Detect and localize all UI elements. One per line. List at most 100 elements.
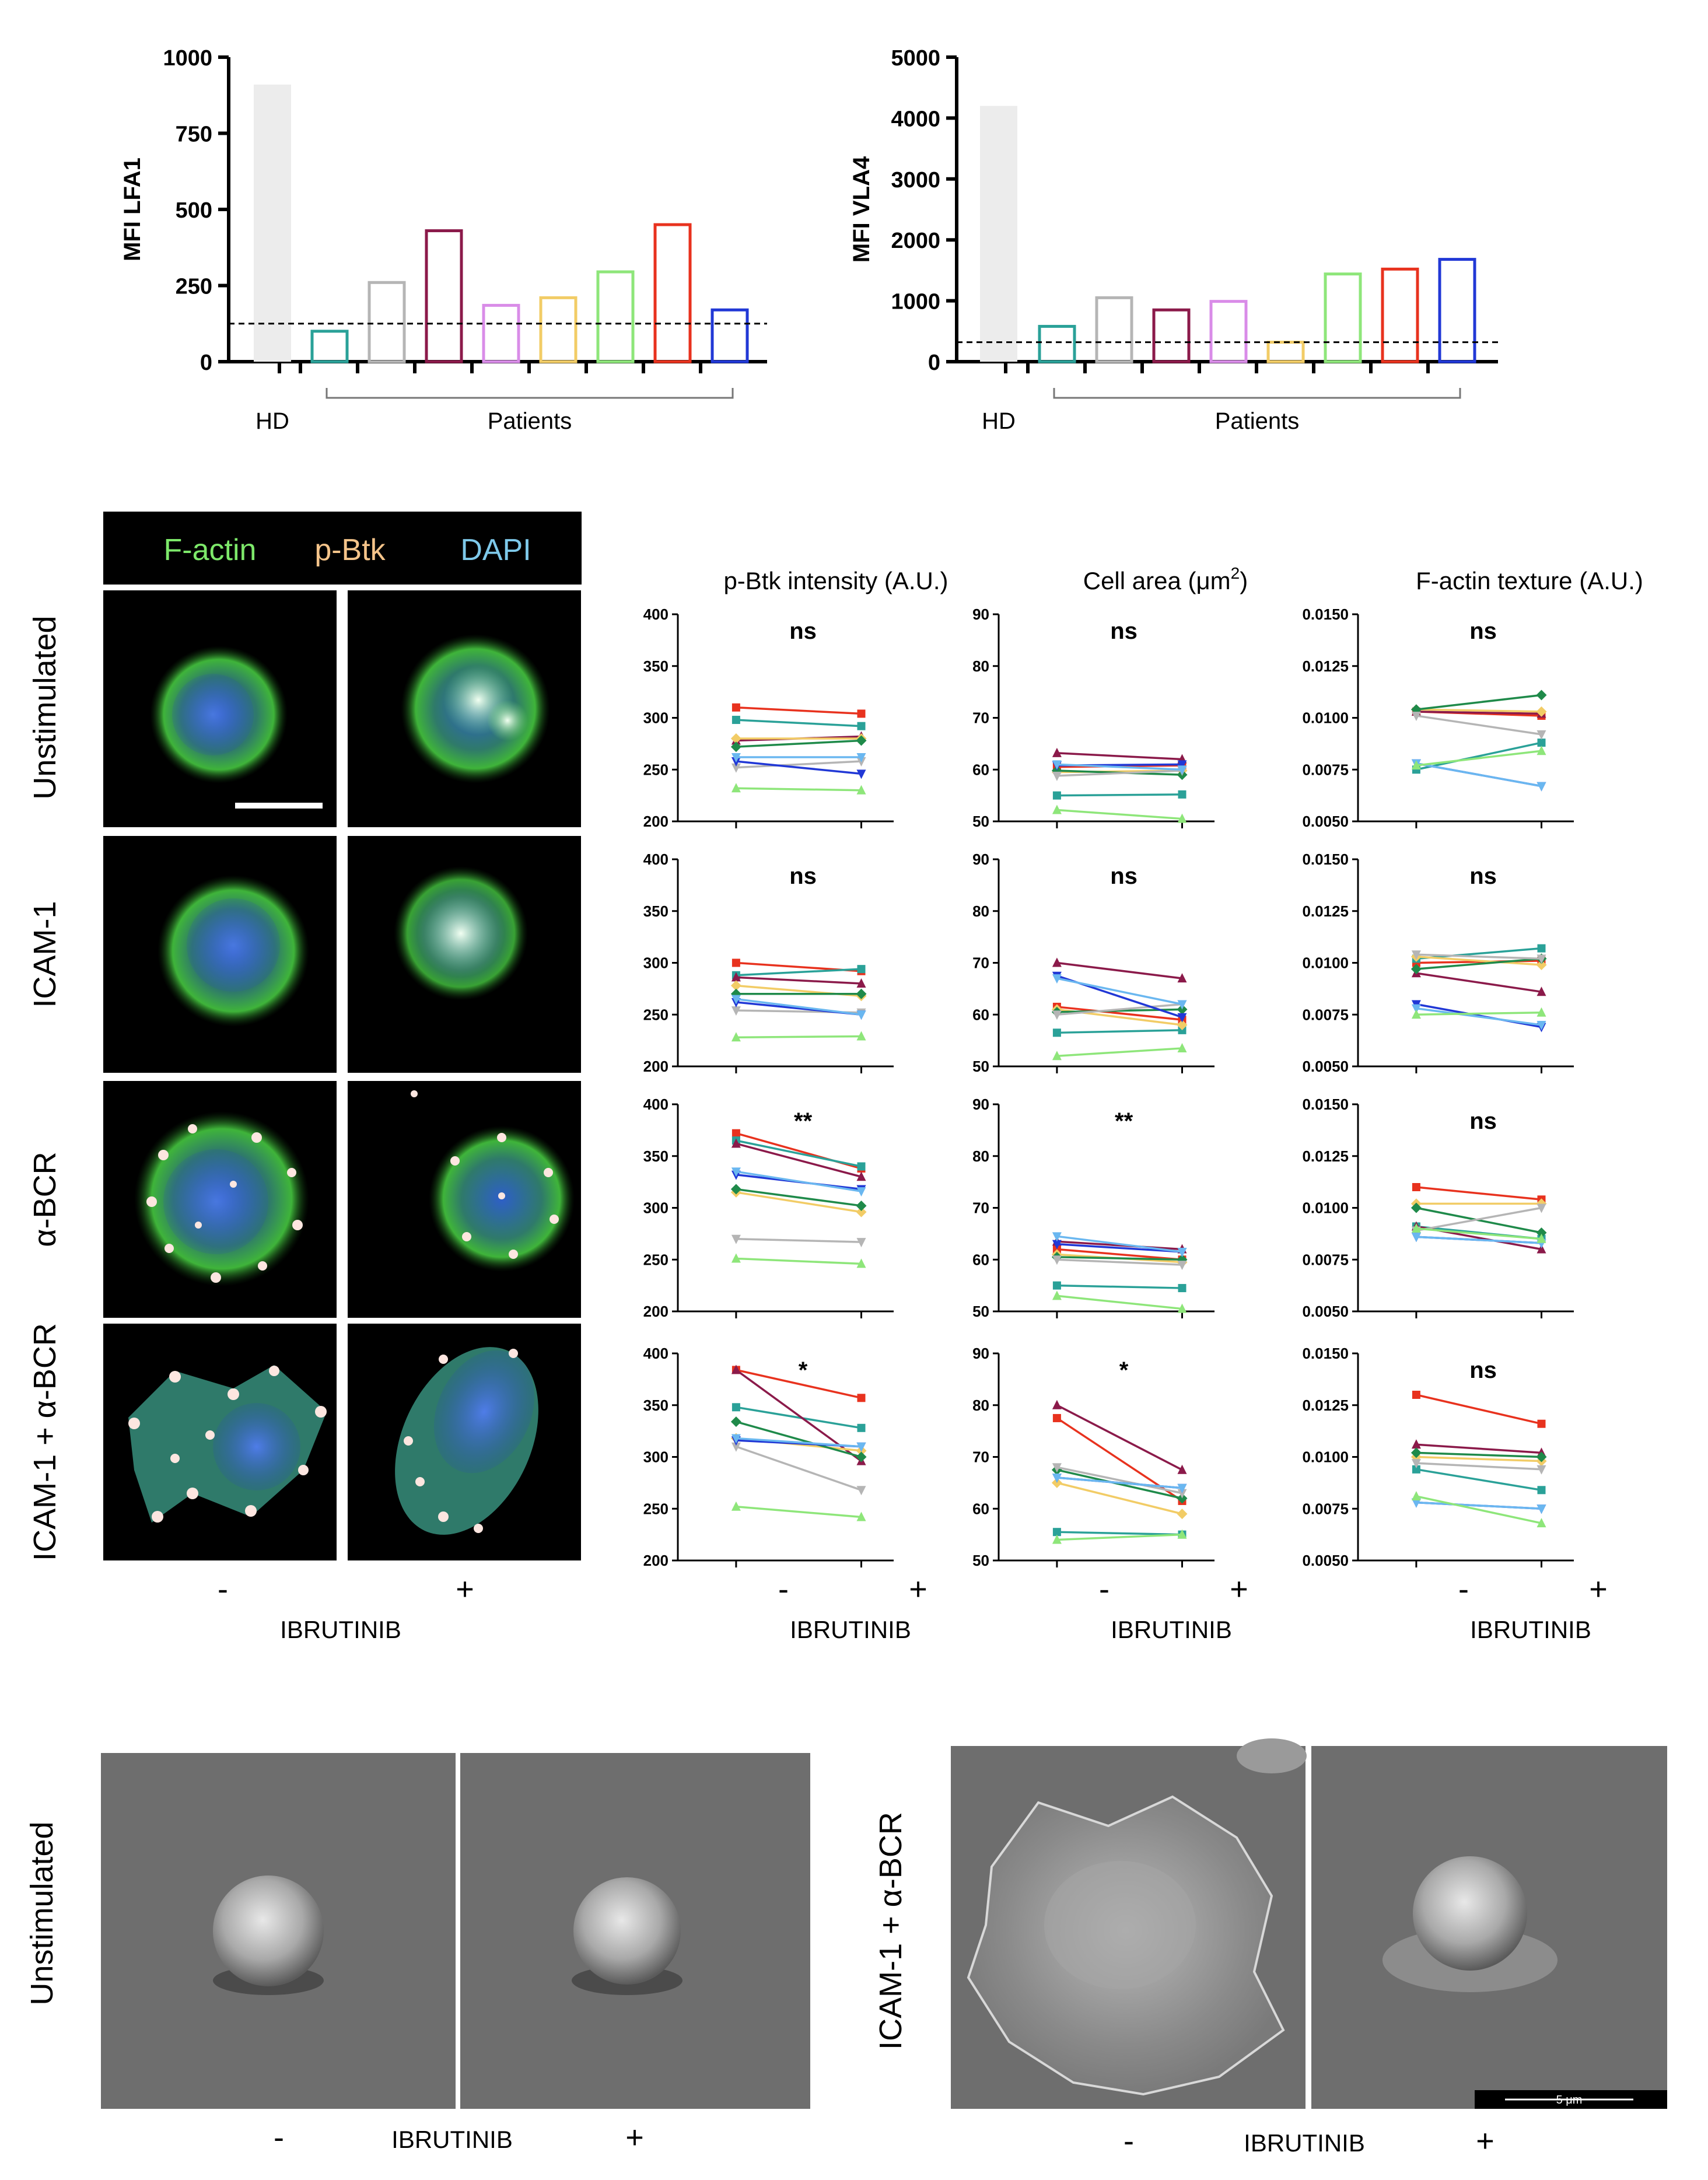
hd-label: HD	[982, 408, 1016, 434]
data-point	[856, 1451, 867, 1462]
patients-bracket	[1053, 388, 1461, 399]
data-point	[732, 1403, 740, 1412]
data-point	[856, 1010, 866, 1020]
data-point	[1052, 1399, 1062, 1409]
y-tick-label: 750	[176, 123, 212, 147]
data-point	[731, 1138, 741, 1148]
y-tick-label: 0.0100	[1302, 1448, 1349, 1466]
significance-label: ns	[789, 863, 817, 889]
patient-bar	[1438, 258, 1476, 363]
y-tick-label: 60	[972, 1500, 989, 1517]
line-plot-r4-c1: 200 250 300 350 400 *	[643, 1345, 894, 1569]
hd-label: HD	[256, 408, 289, 434]
lp-drug-1: IBRUTINIB	[790, 1616, 911, 1643]
y-axis-label: MFI VLA4	[849, 156, 874, 263]
column-titles: p-Btk intensity (A.U.) Cell area (μm2) F…	[723, 564, 1643, 594]
lp-plus-1: +	[909, 1572, 928, 1607]
row-label-icam: ICAM-1	[27, 901, 62, 1007]
data-point	[1177, 1489, 1187, 1499]
data-point	[1537, 1419, 1546, 1428]
patient-line	[736, 1257, 862, 1265]
y-tick-label: 70	[972, 954, 989, 972]
patient-bar	[310, 330, 349, 363]
line-plot-r1-c3: 0.0050 0.0075 0.0100 0.0125 0.0150 ns	[1302, 606, 1574, 830]
data-point	[1536, 746, 1546, 755]
lp-minus-1: -	[778, 1572, 789, 1607]
data-point	[1177, 1483, 1187, 1493]
patient-line	[736, 787, 862, 792]
data-point	[1537, 1486, 1546, 1495]
y-tick-label: 50	[972, 813, 989, 830]
data-point	[856, 1511, 866, 1521]
y-tick-label: 0.0075	[1302, 1500, 1349, 1517]
y-tick-label: 60	[972, 761, 989, 778]
sem-row-label-unstim: Unstimulated	[24, 1821, 60, 2005]
data-point	[731, 1032, 741, 1042]
hd-bar	[980, 106, 1017, 362]
data-point	[1411, 1490, 1421, 1500]
y-tick-label: 0.0100	[1302, 954, 1349, 972]
patient-line	[1416, 953, 1542, 960]
data-point	[1412, 1183, 1420, 1191]
y-tick-label: 200	[643, 1552, 668, 1569]
data-point	[1052, 974, 1062, 984]
lp-minus-2: -	[1099, 1572, 1110, 1607]
patient-bar	[425, 229, 463, 363]
patient-line	[1416, 1206, 1542, 1232]
data-point	[732, 703, 740, 712]
y-axis-label: MFI LFA1	[120, 158, 145, 261]
data-point	[1536, 954, 1546, 964]
patient-line	[1056, 793, 1182, 797]
patient-line	[736, 1505, 862, 1518]
patient-line	[1056, 769, 1182, 777]
data-point	[1052, 1010, 1062, 1020]
y-tick-label: 80	[972, 657, 989, 675]
data-point	[1177, 1000, 1187, 1010]
sem-panel: Unstimulated - IBRUTINIB + ICAM-1 + α-BC…	[24, 1738, 1667, 2158]
legend-dapi: DAPI	[460, 533, 531, 567]
patient-line	[1056, 1006, 1182, 1021]
data-point	[1052, 791, 1061, 800]
data-point	[1052, 1232, 1062, 1242]
data-point	[1052, 1474, 1062, 1483]
data-point	[1536, 1021, 1546, 1030]
patient-line	[1056, 1256, 1182, 1261]
y-tick-label: 0.0125	[1302, 1397, 1349, 1414]
sem-right-plus: +	[1476, 2123, 1494, 2158]
y-tick-label: 400	[643, 1096, 668, 1113]
patient-line	[1056, 1029, 1182, 1034]
data-point	[1052, 804, 1062, 814]
y-tick-label: 350	[643, 1397, 668, 1414]
data-point	[1052, 1255, 1062, 1265]
data-point	[1537, 739, 1546, 747]
data-point	[1052, 1240, 1062, 1250]
patient-line	[1056, 1003, 1182, 1016]
data-point	[856, 988, 867, 999]
sem-left-plus: +	[625, 2120, 644, 2155]
data-point	[1411, 1233, 1421, 1243]
data-point	[1052, 957, 1062, 967]
data-point	[1178, 1284, 1186, 1293]
row-label-abcr: α-BCR	[27, 1152, 62, 1247]
data-point	[1411, 711, 1421, 721]
patient-line	[1416, 956, 1542, 966]
significance-label: ns	[789, 618, 817, 644]
patient-line	[1056, 961, 1182, 979]
data-point	[1536, 1451, 1547, 1462]
data-point	[1411, 1459, 1421, 1469]
significance-label: ns	[1469, 618, 1497, 644]
data-point	[732, 1129, 740, 1138]
patient-line	[1056, 1468, 1182, 1500]
patient-bar	[1038, 324, 1076, 363]
y-tick-label: 50	[972, 1058, 989, 1075]
patient-line	[1416, 1495, 1542, 1524]
line-plot-r4-c2: 50 60 70 80 90 *	[972, 1345, 1214, 1569]
vla4-bar-chart: 0 1000 2000 3000 4000 5000 MFI VLA4 HD Patients	[849, 46, 1498, 434]
y-tick-label: 0.0125	[1302, 657, 1349, 675]
patient-line	[1416, 1451, 1542, 1458]
micro-minus-label: -	[218, 1572, 228, 1607]
data-point	[1052, 1534, 1062, 1544]
line-plot-r3-c2: 50 60 70 80 90 **	[972, 1096, 1214, 1320]
data-point	[731, 972, 741, 982]
y-tick-label: 0.0050	[1302, 1303, 1349, 1320]
